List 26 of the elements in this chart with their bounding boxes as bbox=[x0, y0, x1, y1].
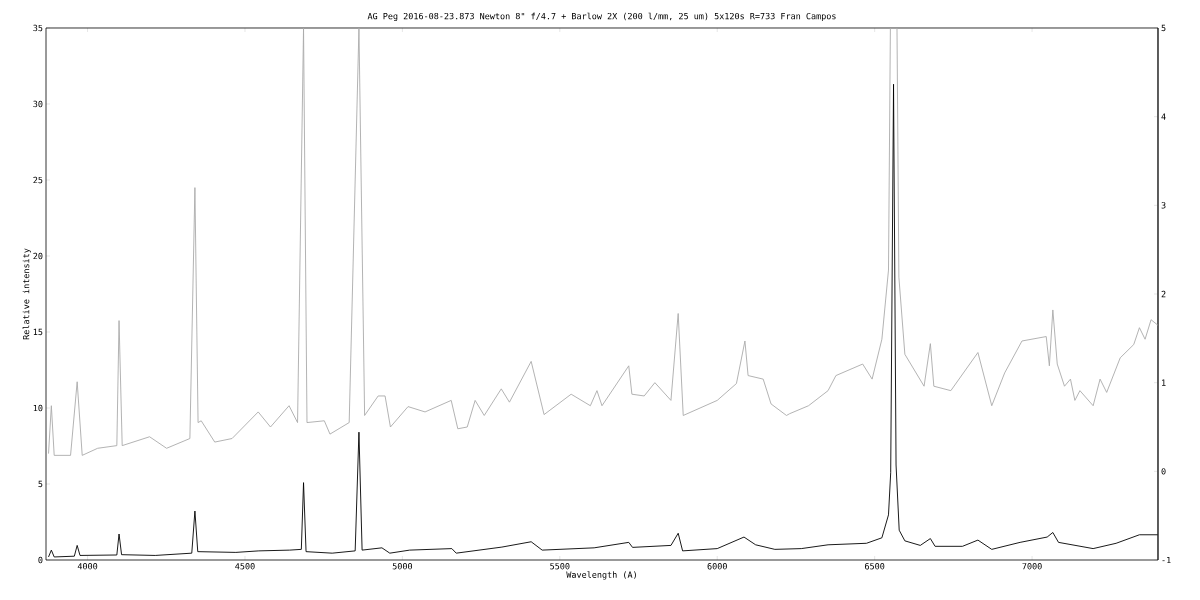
y-tick-label: 30 bbox=[33, 100, 43, 108]
x-tick-label: 6000 bbox=[707, 563, 727, 570]
x-tick-label: 4000 bbox=[77, 563, 98, 570]
chart-title: AG Peg 2016-08-23.873 Newton 8" f/4.7 + Barlow 2X (200 l/mm, 25 um) 5x120s R=733 Fran Campos bbox=[367, 12, 836, 21]
x-tick-label: 6500 bbox=[864, 563, 885, 570]
y2-tick-label: 2 bbox=[1161, 290, 1166, 298]
x-tick-label: 4500 bbox=[235, 563, 255, 570]
y-tick-label: 10 bbox=[33, 404, 43, 412]
y-axis-title: Relative intensity bbox=[22, 248, 31, 340]
y-tick-label: 15 bbox=[33, 328, 43, 336]
y2-tick-label: 1 bbox=[1162, 379, 1166, 386]
x-tick-label: 5000 bbox=[392, 563, 413, 570]
y-tick-label: 5 bbox=[38, 480, 43, 488]
y2-tick-label: 3 bbox=[1161, 202, 1166, 209]
y2-tick-label: 5 bbox=[1161, 24, 1166, 32]
x-tick-label: 5500 bbox=[550, 563, 570, 570]
y-tick-label: 25 bbox=[33, 176, 43, 184]
y-tick-label: 0 bbox=[38, 556, 43, 564]
y2-tick-label: -1 bbox=[1162, 556, 1171, 564]
y-tick-label: 35 bbox=[33, 24, 43, 32]
line-series bbox=[48, 28, 1158, 456]
y-tick-label: 20 bbox=[33, 252, 43, 260]
y2-tick-label: 0 bbox=[1161, 468, 1166, 475]
x-axis-title: Wavelength (A) bbox=[566, 571, 636, 580]
y2-tick-label: 4 bbox=[1161, 113, 1166, 120]
x-tick-label: 7000 bbox=[1022, 563, 1042, 570]
